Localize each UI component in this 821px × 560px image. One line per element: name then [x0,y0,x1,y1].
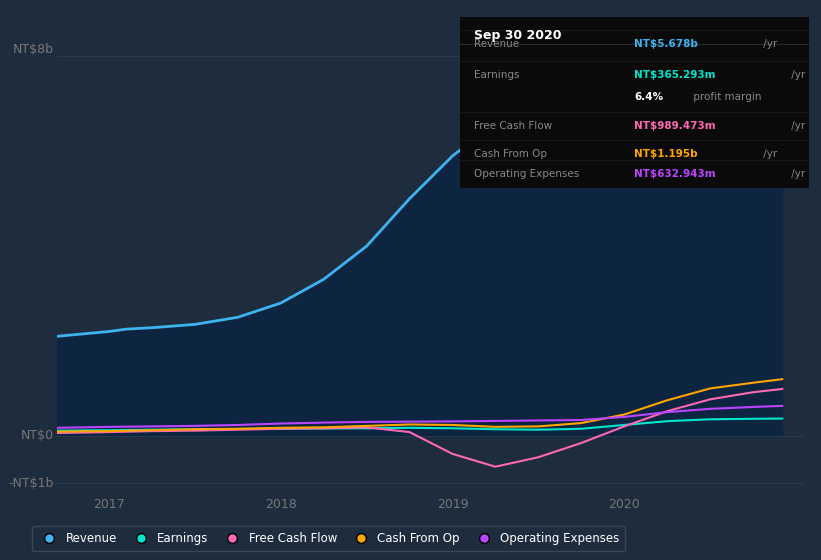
Text: /yr: /yr [788,121,805,131]
Text: profit margin: profit margin [690,92,762,102]
Text: Cash From Op: Cash From Op [474,148,547,158]
Text: NT$989.473m: NT$989.473m [635,121,716,131]
Text: NT$0: NT$0 [21,430,53,442]
Text: -NT$1b: -NT$1b [8,477,53,490]
Text: /yr: /yr [788,70,805,80]
Text: Revenue: Revenue [474,39,519,49]
Text: /yr: /yr [788,169,805,179]
Text: Free Cash Flow: Free Cash Flow [474,121,552,131]
Text: /yr: /yr [760,39,777,49]
Text: Earnings: Earnings [474,70,519,80]
Legend: Revenue, Earnings, Free Cash Flow, Cash From Op, Operating Expenses: Revenue, Earnings, Free Cash Flow, Cash … [32,526,625,551]
Text: NT$8b: NT$8b [13,43,53,57]
Text: 6.4%: 6.4% [635,92,663,102]
Text: NT$1.195b: NT$1.195b [635,148,698,158]
Text: Operating Expenses: Operating Expenses [474,169,579,179]
Text: /yr: /yr [760,148,777,158]
Text: NT$632.943m: NT$632.943m [635,169,716,179]
Text: Sep 30 2020: Sep 30 2020 [474,29,562,42]
Text: NT$365.293m: NT$365.293m [635,70,716,80]
Text: NT$5.678b: NT$5.678b [635,39,698,49]
